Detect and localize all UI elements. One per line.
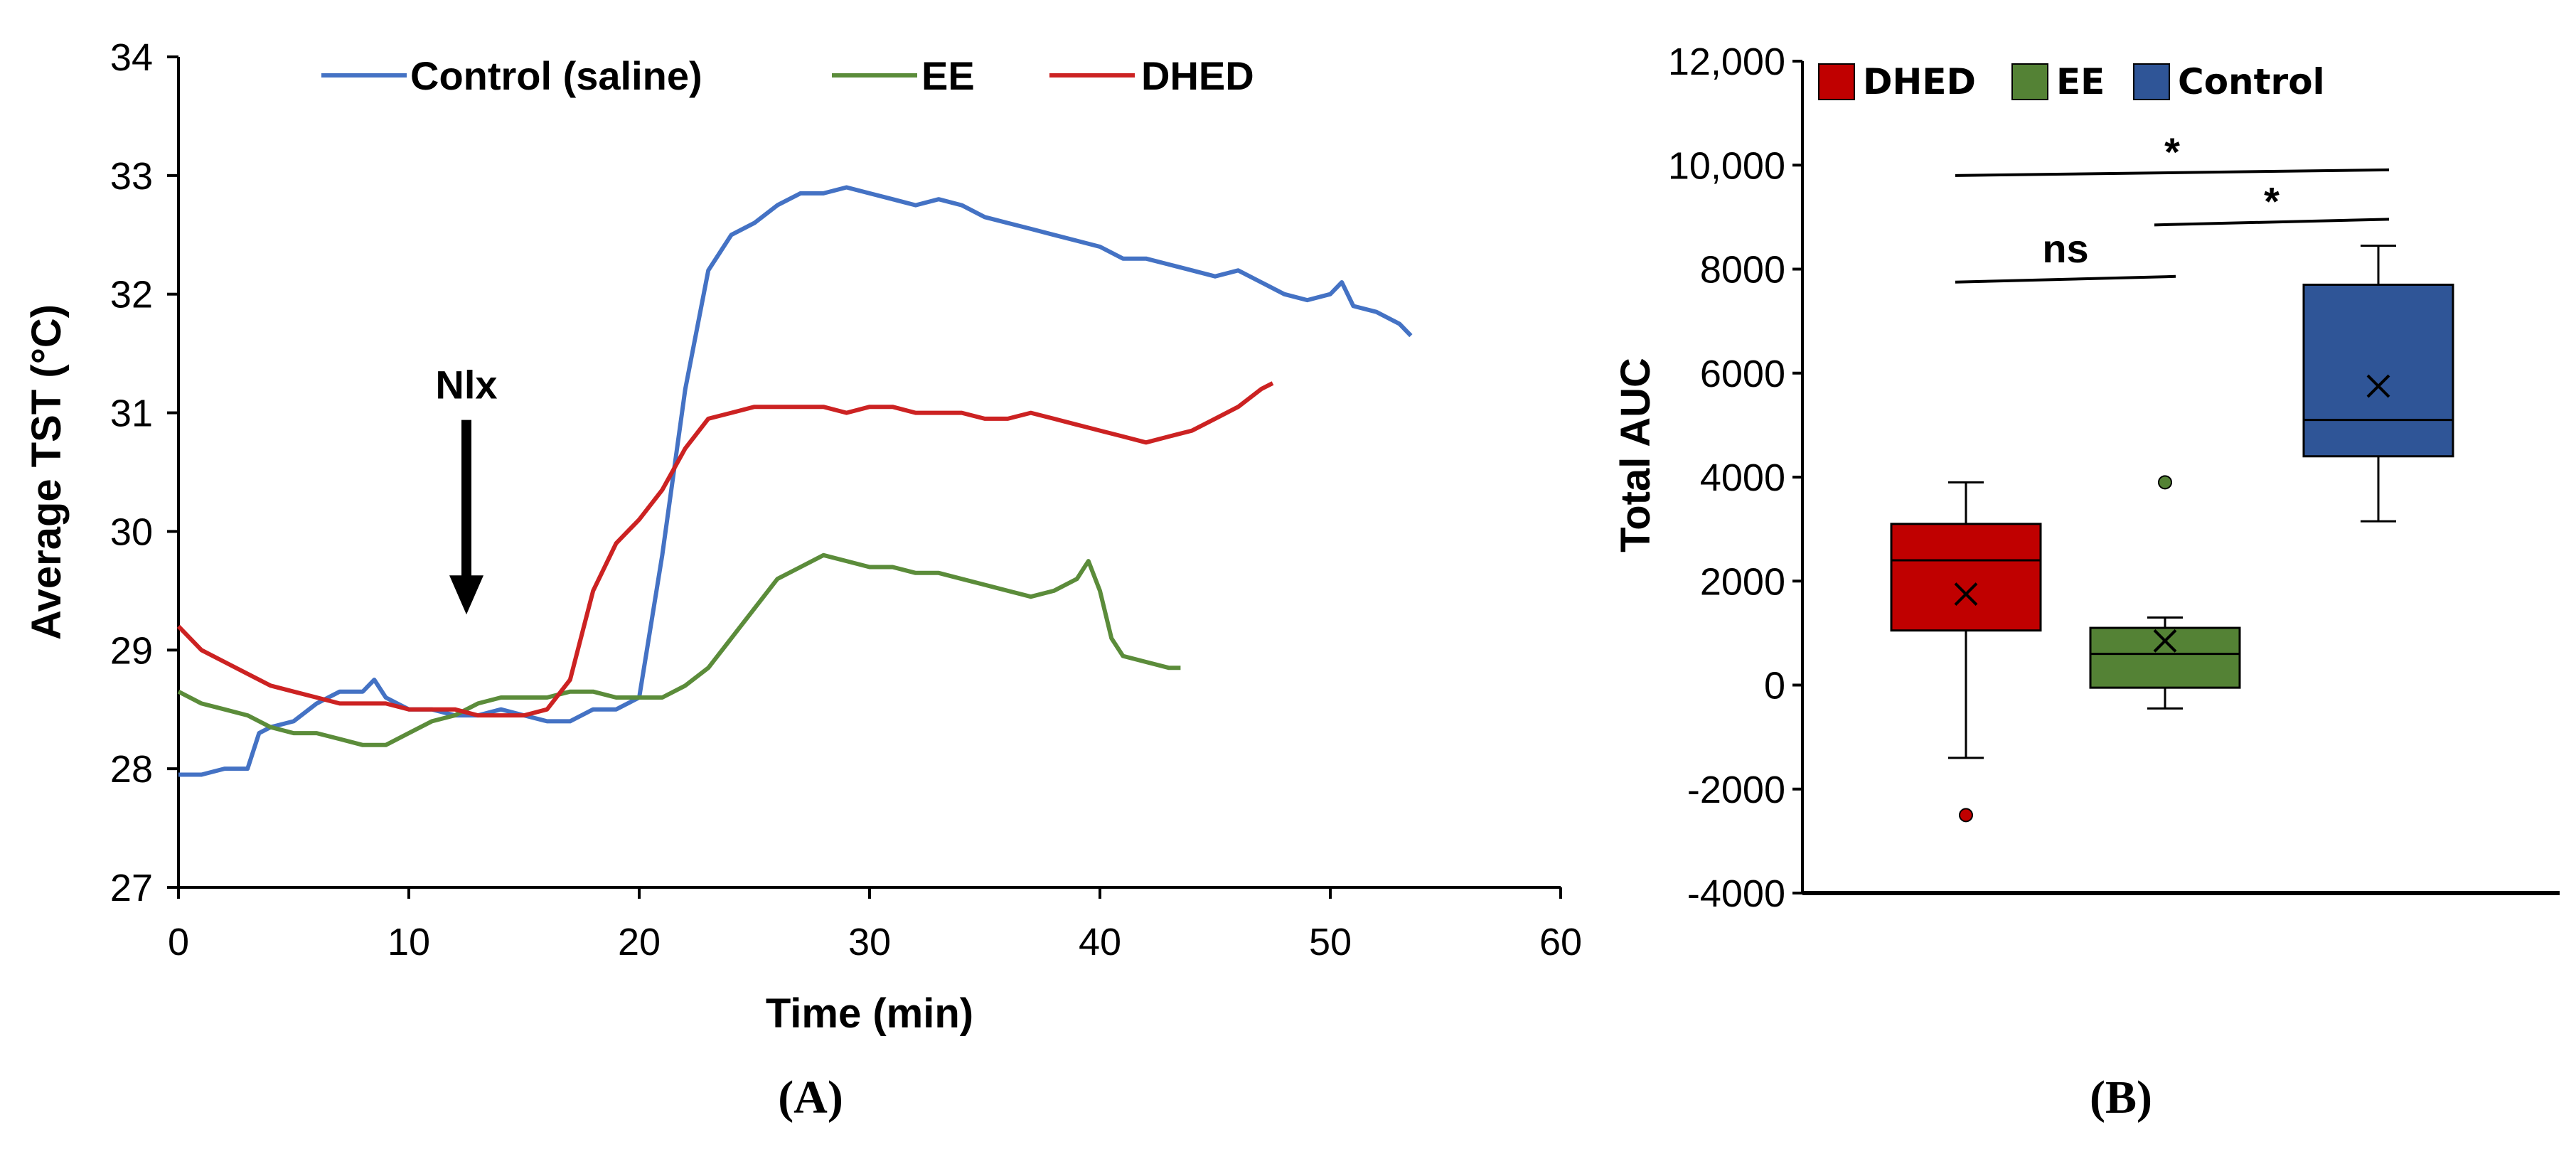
- legend-label-control-box: Control: [2178, 61, 2325, 102]
- legend-label-control-saline: Control (saline): [410, 53, 702, 98]
- series-line-ee: [177, 552, 1181, 747]
- legend-label-dhed: DHED: [1141, 53, 1254, 98]
- legend-label-ee-box: EE: [2056, 61, 2105, 102]
- legend-label-dhed-box: DHED: [1863, 61, 1976, 102]
- significance-label: ns: [2042, 226, 2088, 271]
- y-tick-label: 28: [110, 748, 153, 791]
- panel-a-y-axis-label: Average TST (°C): [23, 304, 70, 640]
- nlx-arrow-head: [449, 575, 483, 615]
- y-tick-label: 31: [110, 392, 153, 435]
- y-tick-label: 27: [110, 867, 153, 909]
- nlx-label: Nlx: [435, 363, 497, 407]
- outlier-point: [1959, 808, 1973, 823]
- y-tick-label: 6000: [1700, 353, 1785, 395]
- y-tick-label: 12,000: [1668, 41, 1785, 83]
- mean-marker: [1954, 582, 1978, 606]
- significance-label: *: [2164, 129, 2180, 174]
- panel-a-series: [176, 185, 1413, 777]
- y-tick-label: 29: [110, 629, 153, 672]
- box-group-control: [2302, 245, 2454, 523]
- panel-b-y-ticks: -4000 -2000 0 2000 4000 6000 8000 10,000 12,000: [1668, 41, 1802, 915]
- box-iqr: [2089, 626, 2241, 689]
- significance-bar: [1955, 274, 2176, 284]
- panel-a-legend: Control (saline) EE DHED: [321, 53, 1254, 98]
- series-line-control-saline: [178, 185, 1413, 777]
- y-tick-label: -4000: [1687, 872, 1785, 915]
- legend-swatch-ee-box: [2011, 63, 2048, 100]
- y-tick-label: -2000: [1687, 769, 1785, 811]
- panel-b-legend: DHED EE Control: [1818, 61, 2325, 102]
- panel-b-y-axis-label: Total AUC: [1613, 358, 1659, 552]
- legend-label-ee: EE: [921, 53, 975, 98]
- y-tick-label: 34: [110, 36, 153, 79]
- y-tick-label: 32: [110, 274, 153, 316]
- y-tick-label: 2000: [1700, 560, 1785, 603]
- panel-b-box-plot: -4000-20000200040006000800010,00012,000 …: [1613, 41, 2560, 1123]
- x-tick-label: 20: [618, 921, 661, 963]
- y-tick-label: 30: [110, 511, 153, 553]
- x-tick-label: 0: [168, 921, 189, 963]
- panel-b-significance: ns * *: [1955, 129, 2390, 284]
- x-tick-label: 40: [1079, 921, 1121, 963]
- y-tick-label: 10,000: [1668, 144, 1785, 187]
- x-tick-label: 60: [1539, 921, 1582, 963]
- box-iqr: [1890, 523, 2042, 632]
- significance-label: *: [2264, 178, 2280, 223]
- y-tick-label: 33: [110, 155, 153, 198]
- box-iqr: [2302, 283, 2454, 458]
- mean-marker: [2153, 629, 2177, 653]
- significance-bar: [1955, 168, 2390, 177]
- nlx-annotation: Nlx: [435, 363, 498, 615]
- series-line-dhed: [176, 381, 1274, 718]
- panel-b-label: (B): [2090, 1072, 2152, 1123]
- panel-a-x-axis-label: Time (min): [766, 990, 973, 1037]
- x-tick-label: 50: [1309, 921, 1352, 963]
- x-tick-label: 10: [388, 921, 430, 963]
- y-tick-label: 8000: [1700, 249, 1785, 292]
- significance-bar: [2154, 218, 2390, 227]
- x-tick-label: 30: [848, 921, 891, 963]
- panel-a-label: (A): [778, 1072, 843, 1123]
- panel-a-x-ticks: 0 10 20 30 40 50 60: [168, 887, 1582, 963]
- box-group-dhed: [1890, 481, 2042, 823]
- legend-swatch-dhed-box: [1818, 63, 1855, 100]
- outlier-point: [2158, 475, 2172, 490]
- panel-b-boxes: [1890, 245, 2454, 823]
- panel-a-y-ticks: 27 28 29 30 31 32 33 34: [110, 36, 178, 909]
- y-tick-label: 0: [1764, 665, 1785, 707]
- panel-a-line-chart: 27 28 29 30 31 32 33 34 0 10 20 30 40 50 60 Time (min…: [23, 36, 1582, 1123]
- y-tick-label: 4000: [1700, 456, 1785, 499]
- legend-swatch-control-box: [2133, 63, 2170, 100]
- box-group-ee: [2089, 475, 2241, 710]
- mean-marker: [2366, 374, 2390, 398]
